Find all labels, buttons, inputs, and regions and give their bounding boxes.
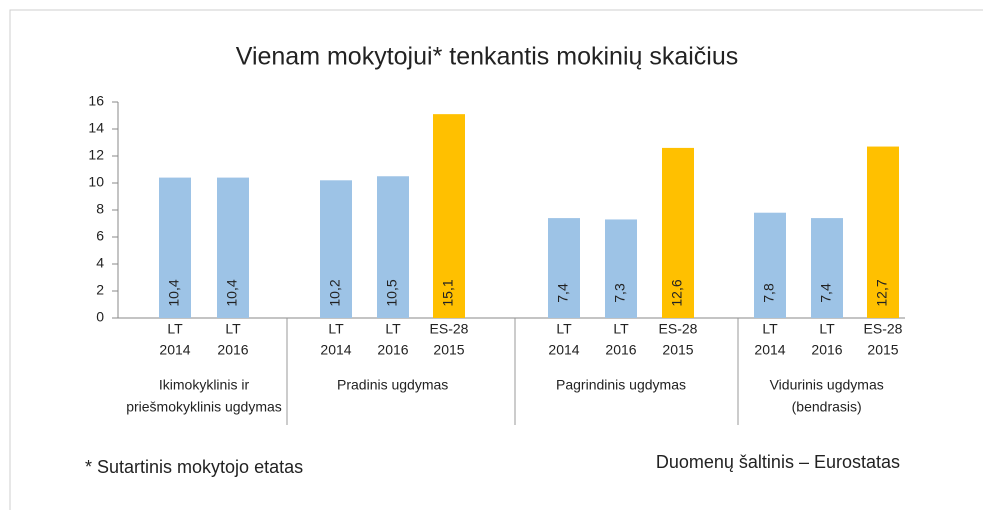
x-tick-label: ES-28 — [864, 321, 903, 337]
bar — [605, 219, 637, 318]
value-label: 7,8 — [761, 283, 777, 303]
x-tick-label: LT — [167, 321, 183, 337]
source: Duomenų šaltinis – Eurostatas — [656, 452, 900, 472]
x-tick-label: LT — [762, 321, 778, 337]
x-tick-label: 2016 — [811, 342, 842, 358]
value-label: 12,7 — [874, 279, 890, 306]
value-label: 10,5 — [384, 279, 400, 306]
x-tick-label: 2016 — [217, 342, 248, 358]
x-tick-label: 2016 — [605, 342, 636, 358]
group-label: priešmokyklinis ugdymas — [126, 399, 282, 415]
y-tick-label: 16 — [88, 93, 104, 109]
x-tick-label: LT — [225, 321, 241, 337]
bar — [867, 146, 899, 318]
group-label: Pradinis ugdymas — [337, 377, 448, 393]
bar — [320, 180, 352, 318]
x-tick-label: LT — [819, 321, 835, 337]
group-label: Vidurinis ugdymas — [770, 377, 884, 393]
y-tick-label: 10 — [88, 174, 104, 190]
x-tick-label: ES-28 — [659, 321, 698, 337]
x-tick-label: LT — [385, 321, 401, 337]
x-tick-label: 2015 — [867, 342, 898, 358]
bar — [217, 177, 249, 318]
footnote: * Sutartinis mokytojo etatas — [85, 457, 303, 477]
x-tick-label: 2014 — [548, 342, 579, 358]
y-tick-label: 12 — [88, 147, 104, 163]
x-tick-label: ES-28 — [430, 321, 469, 337]
x-tick-label: 2015 — [662, 342, 693, 358]
x-tick-label: 2014 — [754, 342, 785, 358]
bar — [159, 177, 191, 318]
group-label: Ikimokyklinis ir — [159, 377, 250, 393]
group-label: Pagrindinis ugdymas — [556, 377, 686, 393]
x-tick-label: 2014 — [159, 342, 190, 358]
value-label: 7,4 — [555, 283, 571, 303]
x-tick-label: LT — [613, 321, 629, 337]
group-label: (bendrasis) — [792, 399, 862, 415]
x-tick-label: LT — [556, 321, 572, 337]
value-label: 7,3 — [612, 283, 628, 303]
y-tick-label: 6 — [96, 228, 104, 244]
y-tick-label: 14 — [88, 120, 104, 136]
bar — [548, 218, 580, 318]
value-label: 10,4 — [224, 279, 240, 306]
value-label: 15,1 — [440, 279, 456, 306]
x-tick-label: 2015 — [433, 342, 464, 358]
bar — [377, 176, 409, 318]
y-tick-label: 8 — [96, 201, 104, 217]
bar — [433, 114, 465, 319]
bar — [811, 218, 843, 318]
value-label: 7,4 — [818, 283, 834, 303]
value-label: 10,2 — [327, 279, 343, 306]
x-tick-label: LT — [328, 321, 344, 337]
x-tick-label: 2016 — [377, 342, 408, 358]
chart-title: Vienam mokytojui* tenkantis mokinių skai… — [236, 43, 739, 71]
y-tick-label: 2 — [96, 282, 104, 298]
x-tick-label: 2014 — [320, 342, 351, 358]
value-label: 10,4 — [166, 279, 182, 306]
y-tick-label: 4 — [96, 255, 104, 271]
y-tick-label: 0 — [96, 309, 104, 325]
value-label: 12,6 — [669, 279, 685, 306]
bar — [662, 147, 694, 318]
bar — [754, 212, 786, 318]
